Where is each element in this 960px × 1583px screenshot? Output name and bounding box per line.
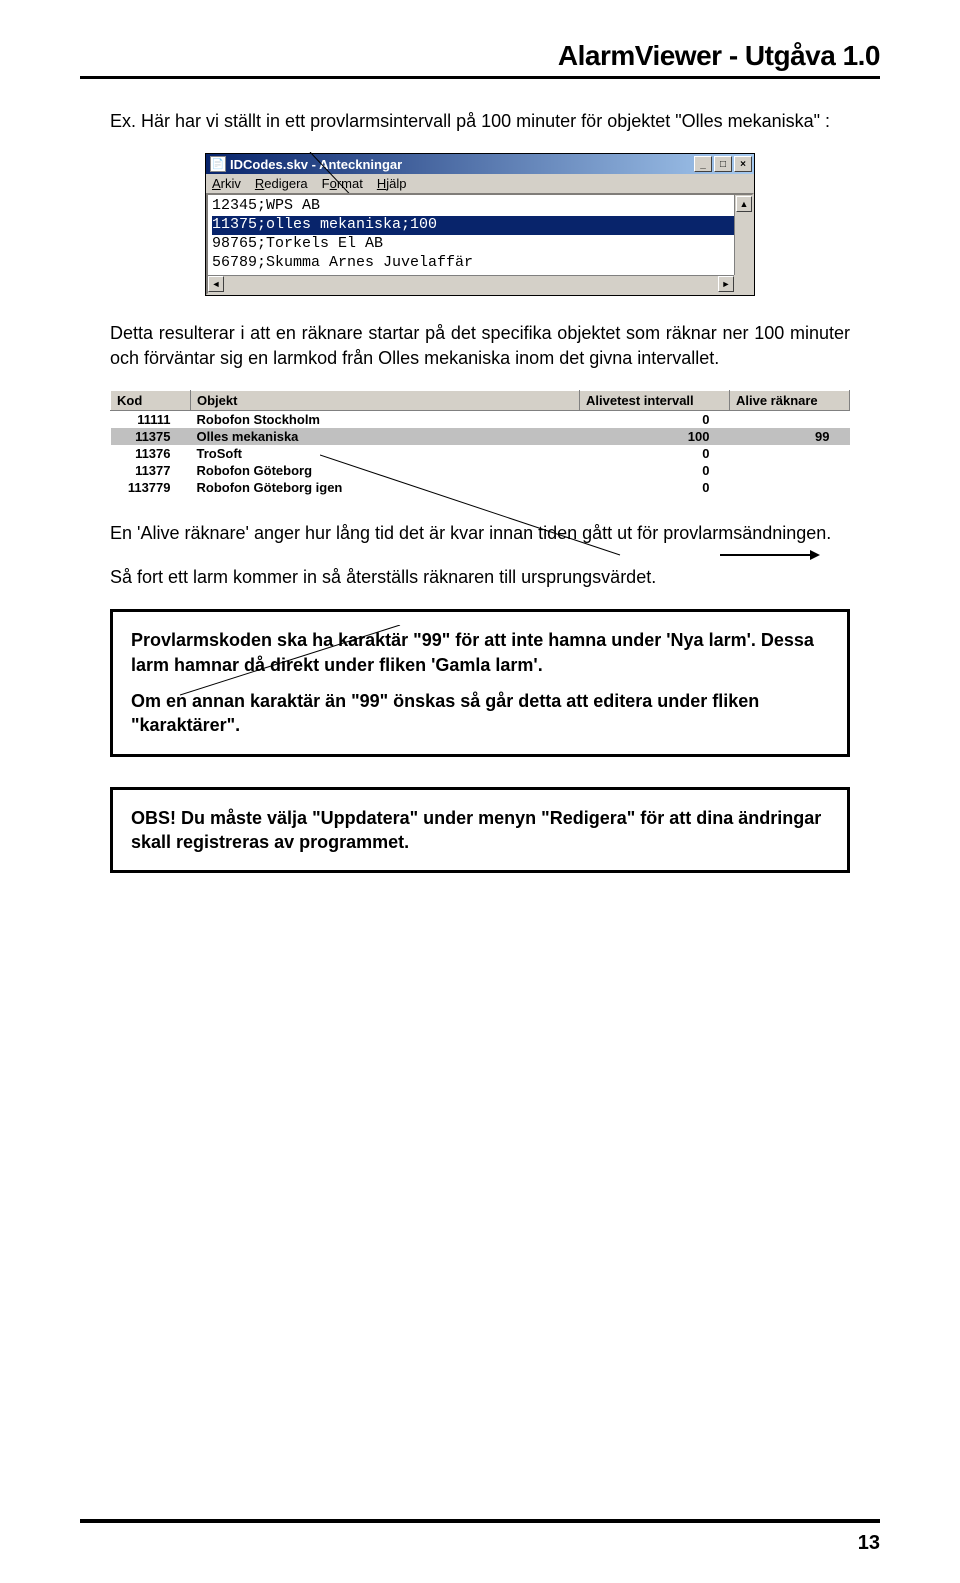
cell-interval: 0 xyxy=(580,445,730,462)
scroll-right-arrow-icon[interactable]: ► xyxy=(718,276,734,292)
th-aliveraknare: Alive räknare xyxy=(730,390,850,410)
table-row[interactable]: 11377 Robofon Göteborg 0 xyxy=(111,462,850,479)
th-kod: Kod xyxy=(111,390,191,410)
note-box-2: OBS! Du måste välja "Uppdatera" under me… xyxy=(110,787,850,874)
text-line-3: 98765;Torkels El AB xyxy=(212,235,748,254)
menu-redigera[interactable]: Redigera xyxy=(255,176,308,191)
intro-paragraph: Ex. Här har vi ställt in ett provlarmsin… xyxy=(110,109,850,133)
paragraph-3: En 'Alive räknare' anger hur lång tid de… xyxy=(110,521,850,545)
cell-interval: 100 xyxy=(580,428,730,445)
cell-objekt: TroSoft xyxy=(191,445,580,462)
th-alivetest: Alivetest intervall xyxy=(580,390,730,410)
scroll-up-arrow-icon[interactable]: ▲ xyxy=(736,196,752,212)
scroll-left-arrow-icon[interactable]: ◄ xyxy=(208,276,224,292)
th-objekt: Objekt xyxy=(191,390,580,410)
alive-table-wrap: Kod Objekt Alivetest intervall Alive räk… xyxy=(110,390,850,496)
cell-raknare xyxy=(730,479,850,496)
text-line-2-selected: 11375;olles mekaniska;100 xyxy=(212,216,748,235)
notepad-menubar: Arkiv Redigera Format Hjälp xyxy=(206,174,754,193)
page-header-title: AlarmViewer - Utgåva 1.0 xyxy=(80,40,880,72)
close-button[interactable]: × xyxy=(734,156,752,172)
footer-rule xyxy=(80,1519,880,1523)
menu-format[interactable]: Format xyxy=(322,176,363,191)
paragraph-2: Detta resulterar i att en räknare starta… xyxy=(110,321,850,370)
minimize-button[interactable]: _ xyxy=(694,156,712,172)
callout-line-4 xyxy=(180,625,410,705)
cell-objekt: Olles mekaniska xyxy=(191,428,580,445)
cell-objekt: Robofon Göteborg igen xyxy=(191,479,580,496)
cell-kod: 11377 xyxy=(111,462,191,479)
cell-kod: 11111 xyxy=(111,410,191,428)
cell-kod: 11376 xyxy=(111,445,191,462)
cell-kod: 11375 xyxy=(111,428,191,445)
page-number: 13 xyxy=(858,1532,880,1555)
menu-hjalp[interactable]: Hjälp xyxy=(377,176,407,191)
table-row-highlighted[interactable]: 11375 Olles mekaniska 100 99 xyxy=(111,428,850,445)
alive-table: Kod Objekt Alivetest intervall Alive räk… xyxy=(110,390,850,496)
notepad-textarea[interactable]: 12345;WPS AB 11375;olles mekaniska;100 9… xyxy=(206,193,754,295)
text-line-1: 12345;WPS AB xyxy=(212,197,748,216)
notepad-titlebar: 📄 IDCodes.skv - Anteckningar _ □ × xyxy=(206,154,754,174)
table-row[interactable]: 11111 Robofon Stockholm 0 xyxy=(111,410,850,428)
notepad-title-text: IDCodes.skv - Anteckningar xyxy=(230,157,402,172)
notepad-window: 📄 IDCodes.skv - Anteckningar _ □ × Arkiv… xyxy=(205,153,755,296)
cell-raknare: 99 xyxy=(730,428,850,445)
cell-interval: 0 xyxy=(580,479,730,496)
cell-objekt: Robofon Göteborg xyxy=(191,462,580,479)
notepad-icon: 📄 xyxy=(210,156,226,172)
table-row[interactable]: 113779 Robofon Göteborg igen 0 xyxy=(111,479,850,496)
text-line-4: 56789;Skumma Arnes Juvelaffär xyxy=(212,254,748,273)
horizontal-scrollbar[interactable]: ◄ ► xyxy=(208,275,734,293)
cell-raknare xyxy=(730,462,850,479)
header-rule xyxy=(80,76,880,79)
note2-p1: OBS! Du måste välja "Uppdatera" under me… xyxy=(131,806,829,855)
table-header-row: Kod Objekt Alivetest intervall Alive räk… xyxy=(111,390,850,410)
cell-objekt: Robofon Stockholm xyxy=(191,410,580,428)
menu-arkiv[interactable]: Arkiv xyxy=(212,176,241,191)
maximize-button[interactable]: □ xyxy=(714,156,732,172)
cell-interval: 0 xyxy=(580,462,730,479)
paragraph-4: Så fort ett larm kommer in så återställs… xyxy=(110,565,850,589)
table-row[interactable]: 11376 TroSoft 0 xyxy=(111,445,850,462)
cell-raknare xyxy=(730,445,850,462)
vertical-scrollbar[interactable]: ▲ xyxy=(734,195,752,275)
scroll-corner xyxy=(734,275,752,293)
cell-interval: 0 xyxy=(580,410,730,428)
cell-raknare xyxy=(730,410,850,428)
cell-kod: 113779 xyxy=(111,479,191,496)
